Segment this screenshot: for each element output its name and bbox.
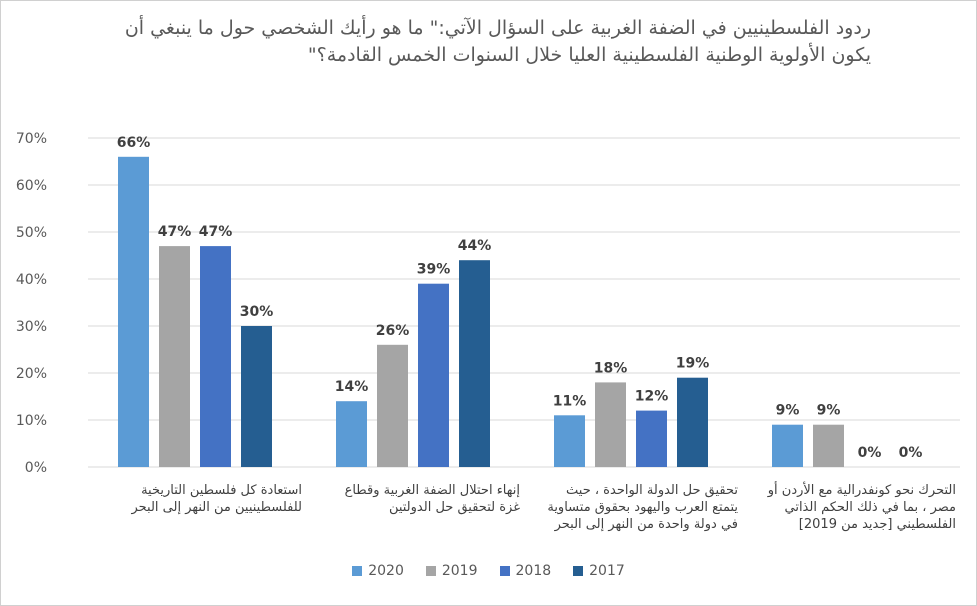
bar [241, 326, 272, 467]
bar [336, 401, 367, 467]
bar [118, 156, 149, 468]
data-label: 47% [158, 224, 192, 240]
bar [636, 410, 667, 467]
data-label: 9% [817, 403, 841, 419]
bar [200, 246, 231, 467]
bar [459, 260, 490, 467]
bar [554, 415, 585, 467]
category-label: التحرك نحو كونفدرالية مع الأردن أو مصر ، … [746, 482, 956, 533]
data-label: 19% [676, 356, 710, 372]
category-label-line: في دولة واحدة من النهر إلى البحر [554, 517, 738, 532]
category-label-line: مصر ، بما في ذلك الحكم الذاتي [784, 500, 956, 515]
bar [813, 424, 844, 467]
y-tick-label: 50% [16, 225, 47, 241]
chart-title-line-1: ردود الفلسطينيين في الضفة الغربية على ال… [124, 17, 871, 39]
bar [377, 344, 408, 467]
bar [418, 283, 449, 467]
legend-item: 2019 [425, 563, 478, 579]
chart-title: ردود الفلسطينيين في الضفة الغربية على ال… [61, 15, 871, 69]
category-label-line: تحقيق حل الدولة الواحدة ، حيث [566, 483, 738, 498]
category-label-line: الفلسطيني [جديد من 2019] [798, 517, 956, 532]
legend-swatch [573, 566, 584, 576]
y-tick-label: 40% [16, 272, 47, 288]
bar [159, 246, 190, 467]
chart-title-line-2: يكون الأولوية الوطنية الفلسطينية العليا … [307, 44, 871, 66]
legend-label: 2018 [515, 563, 552, 579]
data-label: 44% [458, 238, 492, 254]
y-tick-label: 20% [16, 366, 47, 382]
data-label: 14% [335, 379, 369, 395]
category-label-line: للفلسطينيين من النهر إلى البحر [131, 500, 302, 515]
category-label-line: التحرك نحو كونفدرالية مع الأردن أو [767, 483, 956, 498]
data-label: 0% [858, 445, 882, 461]
category-label: تحقيق حل الدولة الواحدة ، حيث يتمتع العرب… [528, 482, 738, 533]
legend-label: 2020 [368, 563, 404, 579]
data-label: 30% [240, 304, 274, 320]
data-label: 66% [117, 135, 151, 151]
bar [772, 424, 803, 467]
legend: 2020 2019 2018 2017 [0, 563, 977, 579]
legend-label: 2019 [441, 563, 478, 579]
category-label-line: استعادة كل فلسطين التاريخية [141, 483, 302, 498]
data-label: 0% [899, 445, 923, 461]
category-label-line: غزة لتحقيق حل الدولتين [388, 500, 520, 515]
y-tick-label: 30% [16, 319, 47, 335]
legend-swatch [352, 566, 363, 576]
data-label: 39% [417, 262, 451, 278]
legend-label: 2017 [589, 563, 625, 579]
data-label: 18% [594, 360, 628, 376]
bar [677, 377, 708, 467]
y-tick-label: 10% [16, 413, 47, 429]
data-label: 47% [199, 224, 233, 240]
data-label: 11% [553, 393, 587, 409]
y-tick-label: 70% [16, 131, 47, 147]
legend-item: 2020 [352, 563, 404, 579]
category-label-line: يتمتع العرب واليهود بحقوق متساوية [547, 500, 738, 515]
y-tick-label: 0% [25, 460, 47, 476]
category-label-line: إنهاء احتلال الضفة الغربية وقطاع [344, 483, 520, 498]
bar [595, 382, 626, 467]
legend-item: 2017 [573, 563, 625, 579]
data-label: 26% [376, 323, 410, 339]
legend-swatch [499, 566, 510, 576]
category-label: استعادة كل فلسطين التاريخية للفلسطينيين م… [92, 482, 302, 516]
data-label: 12% [635, 389, 669, 405]
data-label: 9% [776, 403, 800, 419]
category-label: إنهاء احتلال الضفة الغربية وقطاع غزة لتحق… [310, 482, 520, 516]
legend-item: 2018 [499, 563, 552, 579]
y-tick-label: 60% [16, 178, 47, 194]
legend-swatch [425, 566, 436, 576]
